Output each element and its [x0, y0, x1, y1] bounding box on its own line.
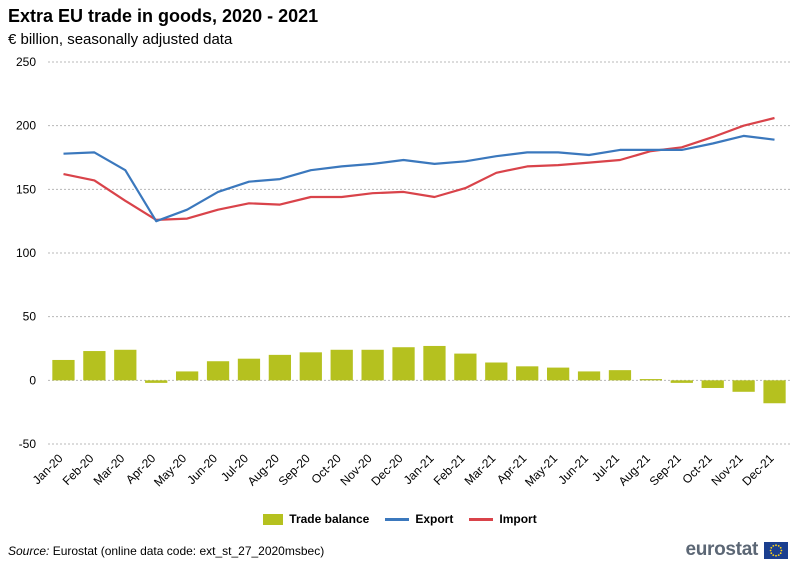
- y-tick-label: 250: [16, 55, 36, 69]
- x-tick-label: Oct-21: [679, 451, 715, 487]
- x-tick-label: Oct-20: [308, 451, 344, 487]
- x-tick-label: Aug-21: [616, 451, 653, 488]
- x-tick-label: Jun-20: [184, 451, 220, 487]
- legend-item-export: Export: [385, 512, 453, 526]
- x-tick-label: Feb-20: [60, 451, 97, 488]
- x-tick-label: May-20: [151, 451, 189, 489]
- chart-subtitle: € billion, seasonally adjusted data: [8, 31, 233, 48]
- bar-trade-balance: [701, 380, 724, 388]
- source-note: Source: Eurostat (online data code: ext_…: [8, 544, 324, 558]
- bar-trade-balance: [485, 362, 508, 381]
- bar-trade-balance: [52, 359, 75, 381]
- bar-trade-balance: [763, 380, 786, 404]
- y-tick-label: 50: [23, 310, 37, 324]
- chart-legend: Trade balance Export Import: [0, 512, 800, 526]
- legend-label-trade-balance: Trade balance: [289, 512, 370, 526]
- bar-trade-balance: [392, 347, 415, 381]
- eu-flag-icon: [764, 541, 788, 559]
- legend-label-export: Export: [415, 512, 454, 526]
- bar-trade-balance: [206, 361, 230, 381]
- x-tick-label: Nov-20: [337, 451, 374, 488]
- bar-trade-balance: [732, 380, 755, 392]
- line-export: [63, 134, 775, 223]
- x-tick-label: May-21: [522, 451, 560, 489]
- legend-label-import: Import: [499, 512, 537, 526]
- bar-trade-balance: [237, 358, 261, 381]
- bar-trade-balance: [516, 366, 539, 381]
- bar-trade-balance: [361, 349, 384, 381]
- x-tick-label: Jan-20: [30, 451, 66, 487]
- legend-item-trade-balance: Trade balance: [263, 512, 369, 526]
- chart-title: Extra EU trade in goods, 2020 - 2021: [8, 6, 319, 26]
- x-tick-label: Sep-21: [647, 451, 684, 488]
- bar-trade-balance: [454, 353, 477, 381]
- x-tick-label: Aug-20: [245, 451, 282, 488]
- y-tick-label: 150: [16, 182, 36, 196]
- bar-trade-balance: [639, 379, 663, 381]
- legend-swatch-import: [469, 517, 494, 521]
- bar-trade-balance: [114, 349, 137, 381]
- x-tick-label: Feb-21: [431, 451, 468, 488]
- y-tick-label: -50: [19, 437, 37, 451]
- legend-swatch-export: [385, 517, 410, 521]
- y-tick-label: 200: [16, 119, 36, 133]
- x-tick-label: Dec-20: [368, 451, 405, 488]
- bar-trade-balance: [670, 380, 693, 383]
- bar-trade-balance: [145, 380, 168, 383]
- bar-trade-balance: [577, 371, 601, 381]
- chart-canvas: -50050100150200250Jan-20Feb-20Mar-20Apr-…: [16, 55, 790, 489]
- bar-trade-balance: [83, 351, 106, 381]
- source-text: Eurostat (online data code: ext_st_27_20…: [49, 544, 325, 558]
- bar-trade-balance: [268, 354, 292, 381]
- x-tick-label: Sep-20: [276, 451, 313, 488]
- bar-trade-balance: [175, 371, 199, 381]
- x-tick-label: Mar-21: [462, 451, 499, 488]
- x-tick-label: Nov-21: [708, 451, 745, 488]
- x-tick-label: Jan-21: [401, 451, 437, 487]
- x-tick-label: Jun-21: [555, 451, 591, 487]
- bar-trade-balance: [423, 345, 446, 381]
- eurostat-logo: eurostat: [685, 539, 788, 561]
- legend-swatch-trade-balance: [263, 513, 284, 525]
- y-tick-label: 0: [29, 373, 36, 387]
- x-tick-label: Mar-20: [91, 451, 128, 488]
- bar-trade-balance: [330, 349, 353, 381]
- y-tick-label: 100: [16, 246, 36, 260]
- logo-text: eurostat: [685, 539, 758, 560]
- bar-trade-balance: [608, 370, 632, 381]
- line-import: [63, 116, 775, 221]
- bar-trade-balance: [299, 352, 322, 381]
- source-label: Source:: [8, 544, 50, 558]
- bar-trade-balance: [546, 367, 570, 381]
- x-tick-label: Dec-21: [739, 451, 776, 488]
- legend-item-import: Import: [469, 512, 537, 526]
